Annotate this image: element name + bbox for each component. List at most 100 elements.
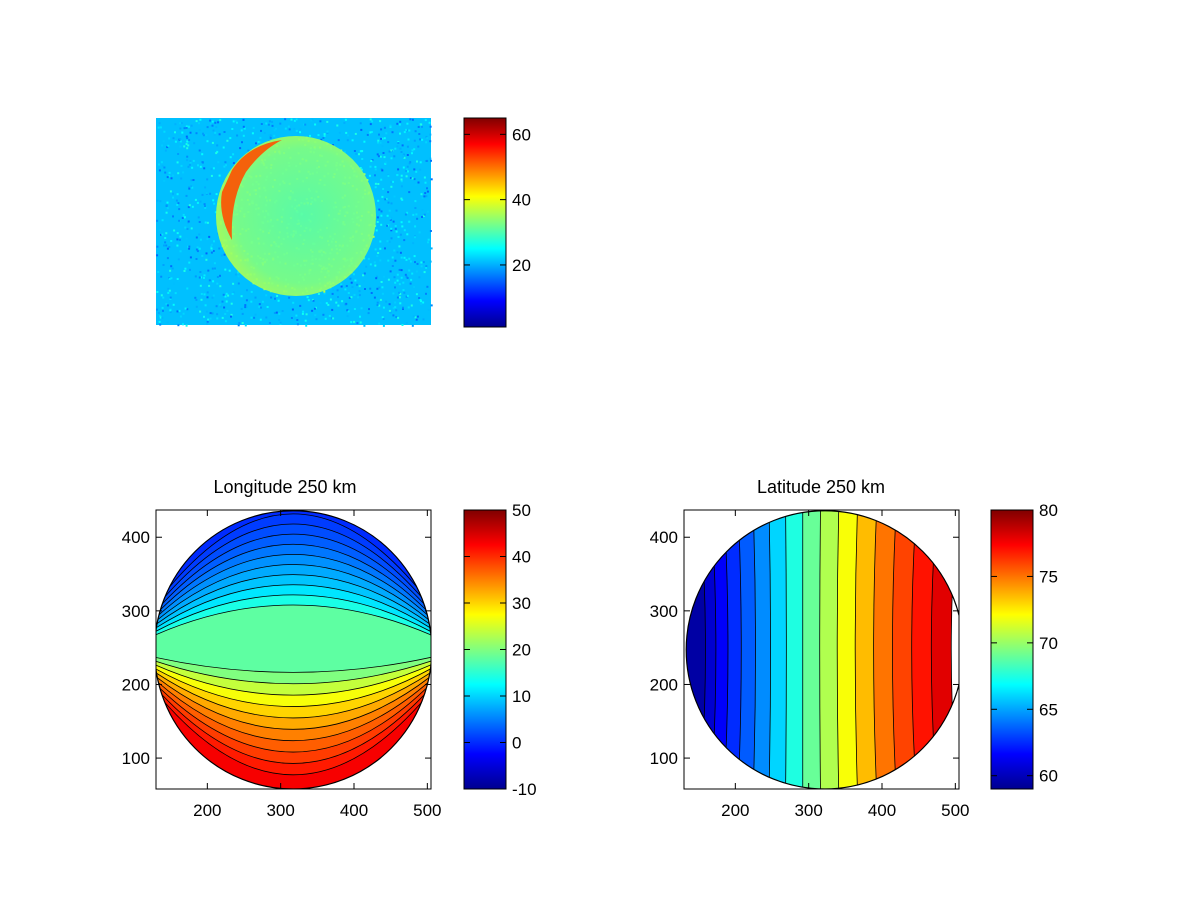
image-pixel — [385, 132, 388, 135]
image-pixel — [159, 315, 162, 318]
image-pixel — [351, 139, 354, 142]
image-pixel — [353, 320, 356, 323]
image-pixel — [159, 228, 162, 231]
image-pixel — [408, 191, 411, 194]
image-pixel — [391, 180, 394, 183]
image-pixel — [358, 153, 360, 156]
image-pixel — [213, 269, 216, 271]
image-pixel — [201, 153, 204, 156]
image-pixel — [209, 317, 212, 320]
image-pixel — [209, 119, 212, 122]
image-pixel — [270, 296, 273, 299]
image-pixel — [412, 315, 415, 318]
image-pixel — [170, 240, 173, 242]
image-pixel — [168, 137, 171, 140]
image-pixel — [363, 140, 366, 143]
image-pixel — [195, 132, 198, 135]
image-pixel — [169, 309, 172, 312]
solar-disk — [216, 136, 376, 296]
image-pixel — [396, 174, 399, 177]
image-pixel — [330, 317, 333, 320]
image-pixel — [240, 129, 243, 132]
image-pixel — [393, 276, 396, 279]
image-pixel — [405, 258, 408, 261]
image-pixel — [199, 200, 202, 203]
image-pixel — [402, 289, 405, 292]
image-pixel — [381, 169, 384, 172]
image-pixel — [423, 176, 426, 179]
image-pixel — [309, 134, 311, 137]
image-pixel — [411, 149, 414, 152]
image-pixel — [168, 246, 171, 248]
image-pixel — [403, 291, 406, 294]
image-pixel — [399, 251, 402, 254]
image-pixel — [424, 119, 427, 122]
image-pixel — [406, 294, 409, 297]
image-pixel — [211, 141, 214, 144]
image-pixel — [296, 323, 299, 326]
image-pixel — [416, 262, 419, 265]
image-pixel — [192, 179, 195, 181]
image-pixel — [179, 235, 182, 238]
image-pixel — [184, 226, 187, 229]
image-pixel — [194, 198, 197, 201]
image-pixel — [242, 134, 245, 137]
image-pixel — [156, 254, 159, 257]
image-pixel — [415, 318, 418, 321]
image-pixel — [189, 256, 192, 259]
image-pixel — [418, 133, 421, 135]
image-pixel — [378, 322, 381, 325]
image-pixel — [314, 123, 317, 126]
image-pixel — [179, 250, 182, 253]
image-pixel — [166, 176, 169, 179]
image-pixel — [158, 320, 161, 323]
image-pixel — [164, 171, 167, 174]
image-pixel — [338, 131, 341, 134]
image-pixel — [188, 163, 191, 166]
image-pixel — [325, 302, 328, 305]
image-pixel — [398, 291, 400, 294]
image-pixel — [430, 247, 433, 250]
image-pixel — [358, 290, 361, 293]
image-pixel — [337, 139, 340, 142]
image-pixel — [415, 213, 418, 216]
image-pixel — [397, 316, 400, 319]
image-pixel — [413, 178, 416, 181]
image-pixel — [214, 131, 217, 134]
image-pixel — [359, 321, 362, 324]
image-pixel — [421, 216, 423, 218]
image-pixel — [223, 165, 226, 168]
image-pixel — [376, 287, 379, 290]
image-pixel — [190, 227, 193, 230]
image-pixel — [380, 210, 383, 213]
image-pixel — [203, 167, 206, 170]
image-pixel — [213, 240, 215, 243]
image-pixel — [267, 123, 270, 126]
image-pixel — [294, 317, 297, 320]
image-pixel — [266, 303, 269, 306]
image-pixel — [201, 254, 204, 257]
image-pixel — [185, 194, 188, 197]
image-pixel — [400, 178, 403, 181]
image-pixel — [369, 118, 372, 121]
image-pixel — [344, 118, 347, 121]
colorbar-tick-label: 65 — [1039, 700, 1058, 719]
image-pixel — [406, 211, 409, 214]
image-pixel — [288, 296, 291, 299]
image-pixel — [209, 122, 212, 125]
image-pixel — [357, 296, 360, 299]
image-pixel — [203, 203, 206, 206]
image-pixel — [375, 275, 378, 278]
image-pixel — [219, 285, 222, 288]
image-pixel — [234, 119, 237, 122]
image-pixel — [271, 120, 274, 123]
image-pixel — [363, 257, 366, 260]
image-pixel — [170, 265, 173, 268]
image-pixel — [240, 307, 243, 310]
image-pixel — [178, 280, 181, 283]
image-pixel — [161, 233, 164, 236]
image-pixel — [192, 159, 195, 162]
image-pixel — [198, 129, 201, 131]
image-pixel — [210, 251, 213, 254]
image-pixel — [429, 230, 432, 232]
